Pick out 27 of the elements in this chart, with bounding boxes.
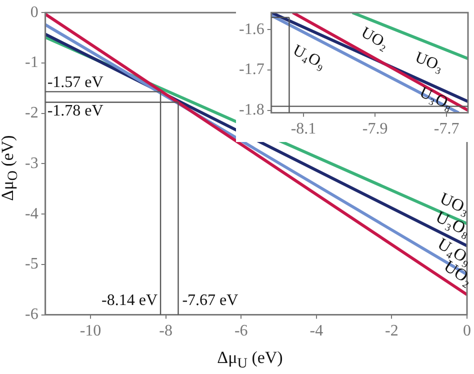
x-tick-label: -7.7 <box>434 120 460 138</box>
ref-line-label: -7.67 eV <box>182 292 239 310</box>
x-tick-label: -2 <box>385 322 398 340</box>
x-axis-title: Δμ$_{U}$ (eV) <box>217 348 283 372</box>
text: UO₂ <box>358 24 392 53</box>
y-tick-label: -1.8 <box>239 102 264 119</box>
x-tick-label: -4 <box>310 322 324 340</box>
x-tick-label: -10 <box>80 322 102 340</box>
x-tick-label: -8 <box>159 322 172 340</box>
y-tick-label: -1 <box>25 54 38 72</box>
y-tick-label: -6 <box>25 306 38 324</box>
y-tick-label: -3 <box>25 154 38 172</box>
ref-line-label: -1.78 eV <box>47 102 104 120</box>
x-tick-label: 0 <box>463 322 471 340</box>
text: UO₃ <box>412 49 446 76</box>
y-tick-label: -1.7 <box>239 61 264 78</box>
y-tick-label: -1.6 <box>239 20 264 38</box>
ref-line-label: -8.14 eV <box>102 292 158 310</box>
ref-line-label: -1.57 eV <box>47 74 104 91</box>
y-tick-label: 0 <box>30 4 38 21</box>
x-tick-label: -8.1 <box>290 120 316 138</box>
x-tick-label: -7.9 <box>362 120 388 138</box>
text: U₄O₉ <box>290 42 328 73</box>
y-tick-label: -2 <box>25 104 38 122</box>
text: U₃O₈ <box>416 84 456 114</box>
y-tick-label: -5 <box>25 256 38 273</box>
y-tick-label: -4 <box>25 205 38 222</box>
